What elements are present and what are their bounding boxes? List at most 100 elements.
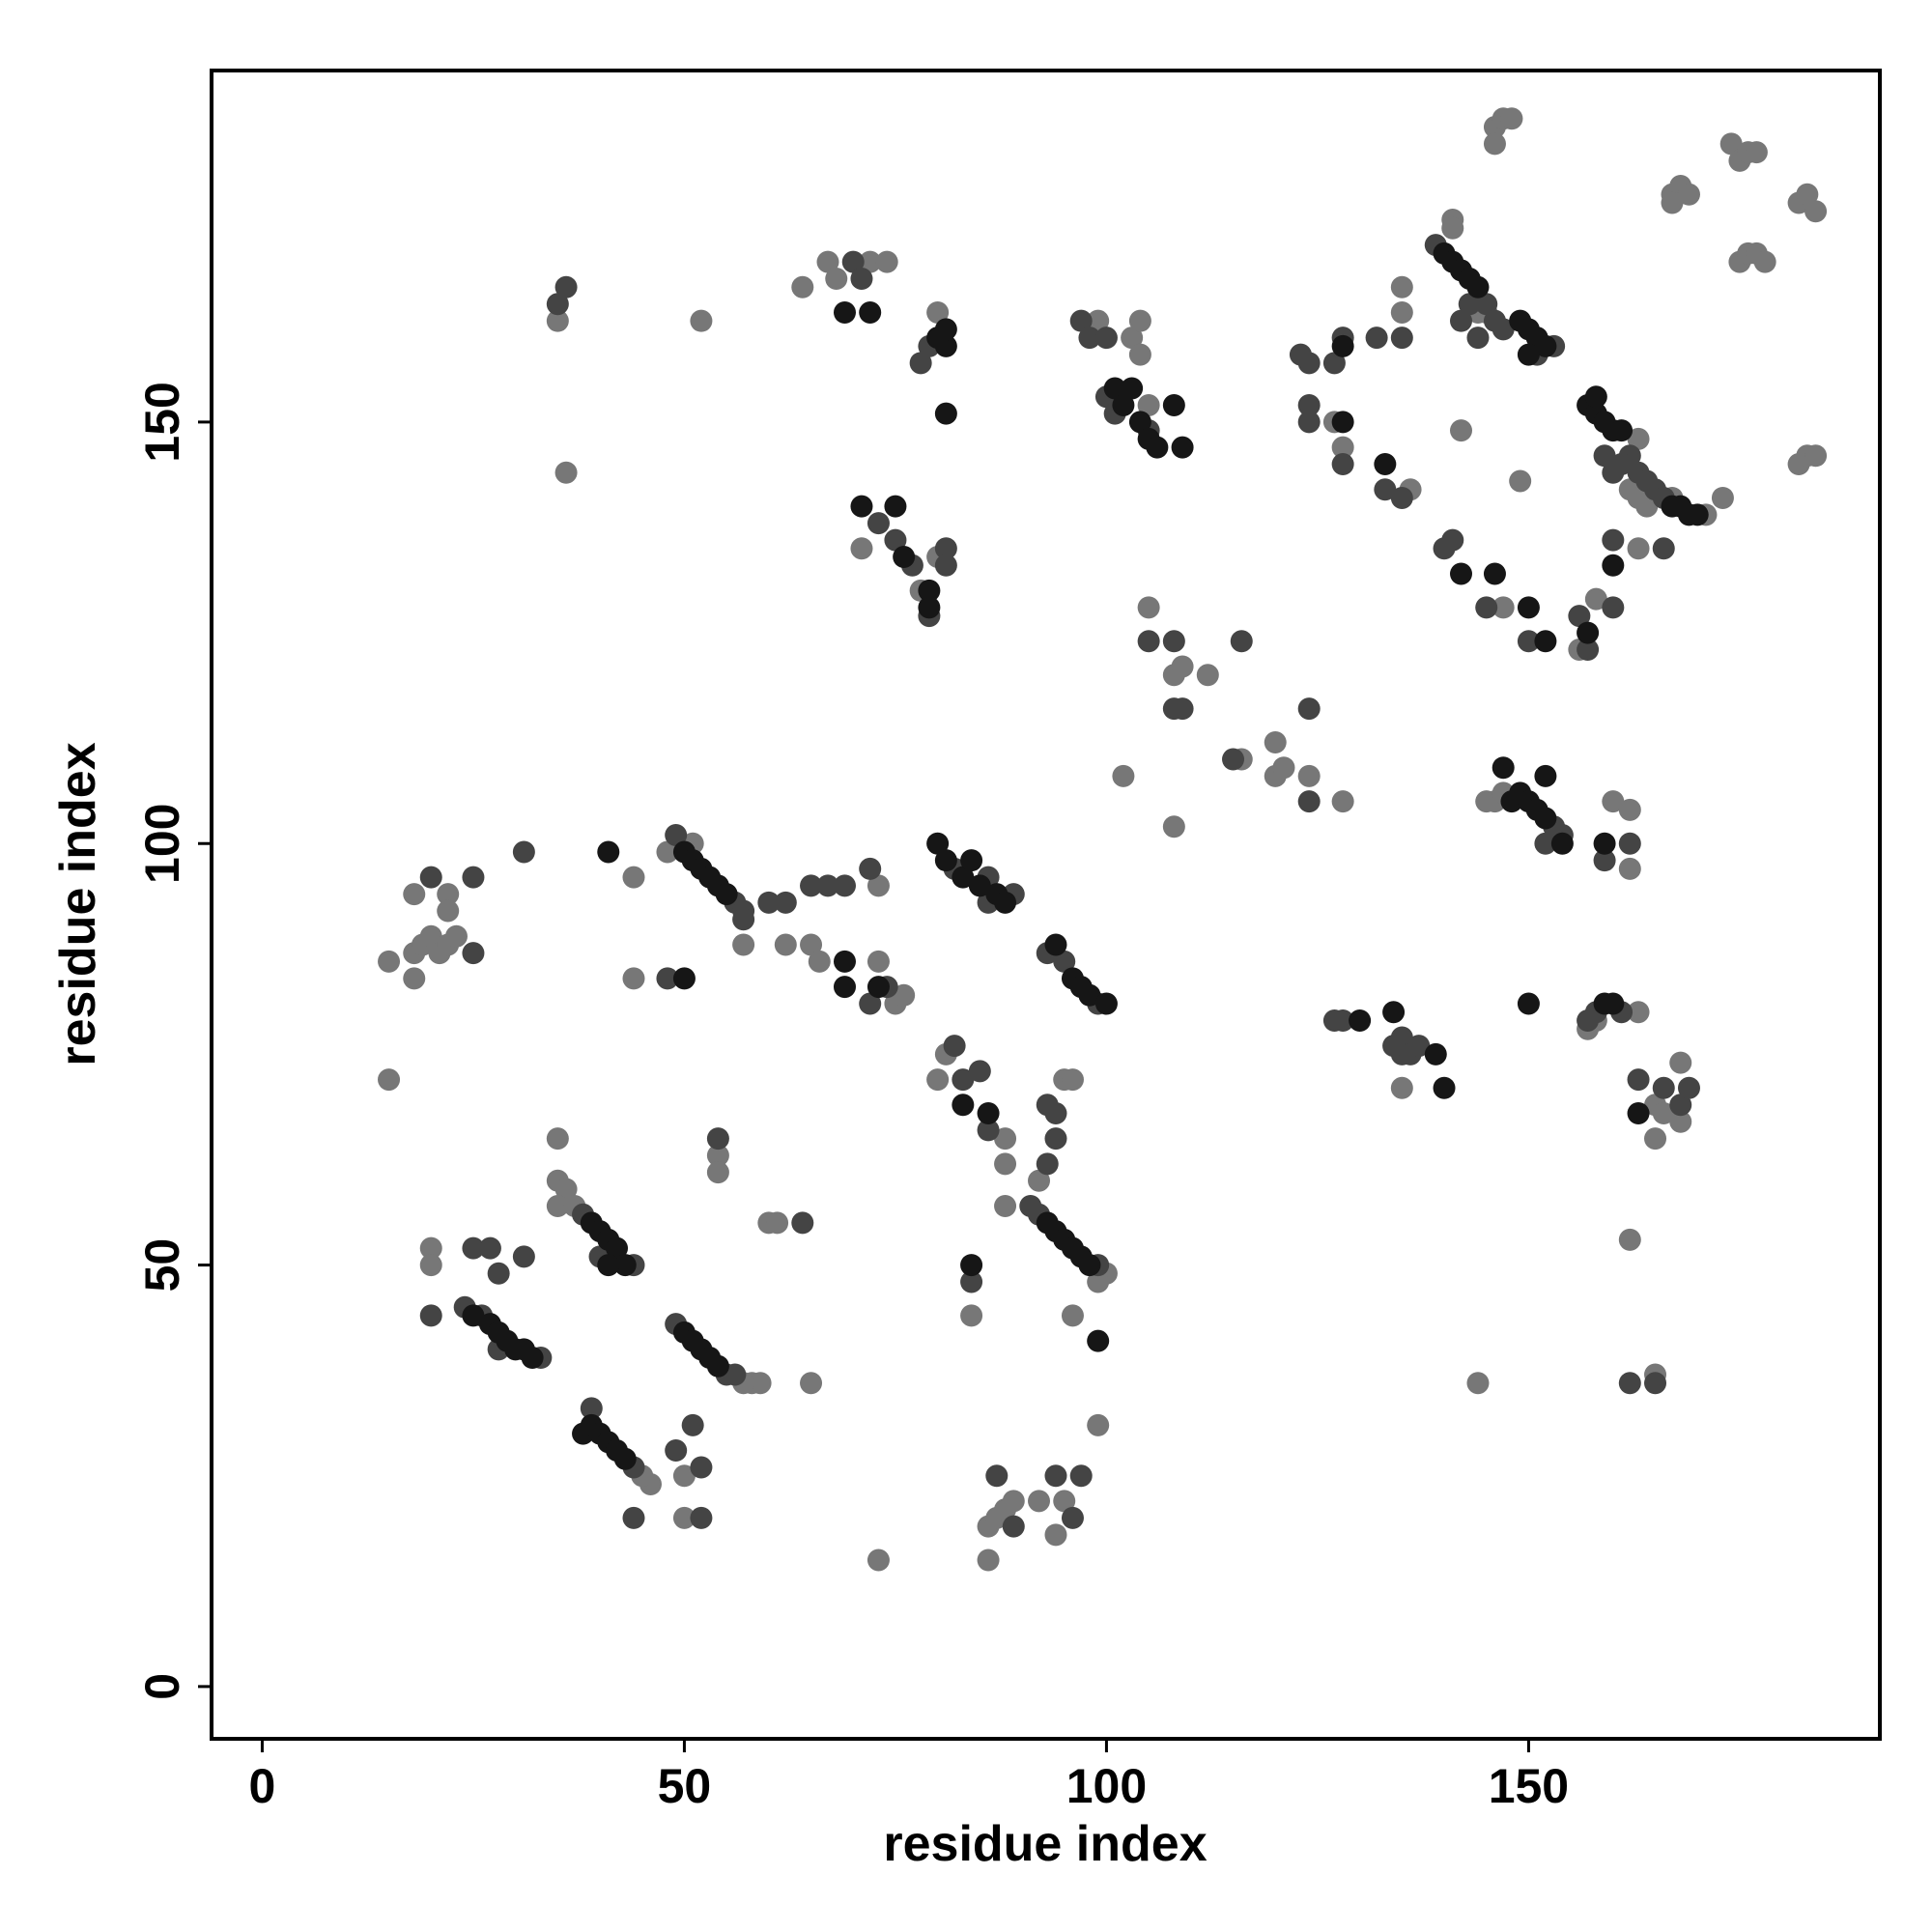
contact-point bbox=[884, 528, 907, 552]
contact-point bbox=[968, 874, 991, 897]
contact-point bbox=[850, 495, 873, 518]
contact-point bbox=[766, 1211, 789, 1235]
contact-point bbox=[419, 1254, 442, 1277]
contact-point bbox=[1602, 554, 1625, 577]
contact-point bbox=[918, 579, 941, 602]
contact-point bbox=[1061, 1304, 1084, 1327]
contact-point bbox=[1382, 1035, 1406, 1058]
contact-point bbox=[1087, 1413, 1110, 1436]
contact-point bbox=[1517, 596, 1540, 619]
contact-point bbox=[1331, 790, 1354, 813]
contact-point bbox=[1128, 411, 1151, 434]
contact-point bbox=[1593, 849, 1616, 872]
contact-point bbox=[1264, 731, 1287, 754]
contact-point bbox=[859, 250, 882, 273]
contact-point bbox=[622, 967, 645, 990]
contact-point bbox=[884, 495, 907, 518]
contact-point bbox=[1078, 983, 1101, 1007]
contact-point bbox=[1374, 478, 1397, 501]
contact-point bbox=[1272, 756, 1295, 780]
contact-point bbox=[867, 874, 890, 897]
contact-point bbox=[1331, 436, 1354, 459]
contact-point bbox=[850, 268, 873, 291]
contact-point bbox=[1534, 334, 1557, 357]
contact-point bbox=[1390, 1076, 1413, 1099]
contact-point bbox=[1162, 630, 1185, 653]
contact-point bbox=[462, 1236, 485, 1260]
contact-point bbox=[867, 1548, 890, 1572]
contact-point bbox=[1061, 1068, 1084, 1092]
contact-point bbox=[960, 1270, 983, 1293]
contact-point bbox=[478, 1236, 501, 1260]
contact-point bbox=[808, 950, 831, 973]
contact-point bbox=[1424, 1042, 1447, 1065]
contact-point bbox=[994, 1152, 1017, 1176]
contact-point bbox=[774, 933, 797, 956]
contact-point bbox=[554, 275, 578, 298]
contact-point bbox=[1112, 764, 1135, 787]
contact-point bbox=[859, 992, 882, 1015]
contact-point bbox=[800, 933, 823, 956]
contact-point bbox=[791, 275, 814, 298]
contact-point bbox=[1433, 1076, 1456, 1099]
contact-point bbox=[487, 1262, 510, 1285]
contact-point bbox=[833, 976, 856, 999]
y-tick-label: 50 bbox=[135, 1238, 189, 1293]
contact-point bbox=[706, 1161, 729, 1184]
contact-point bbox=[1112, 393, 1135, 416]
contact-point bbox=[867, 950, 890, 973]
contact-point bbox=[1475, 596, 1498, 619]
contact-point bbox=[665, 824, 688, 847]
contact-point bbox=[1365, 327, 1388, 350]
contact-point bbox=[1661, 191, 1684, 214]
contact-point bbox=[1069, 309, 1093, 332]
contact-point bbox=[715, 883, 738, 906]
contact-point bbox=[926, 1068, 950, 1092]
contact-point bbox=[1745, 141, 1768, 164]
contact-point bbox=[1171, 697, 1194, 721]
contact-point bbox=[1450, 309, 1473, 332]
contact-point bbox=[1196, 664, 1219, 687]
contact-point bbox=[1087, 1270, 1110, 1293]
contact-point bbox=[1627, 1001, 1650, 1024]
contact-point bbox=[606, 1236, 629, 1260]
contact-point bbox=[1162, 393, 1185, 416]
contact-point bbox=[706, 1127, 729, 1151]
contact-point bbox=[681, 1413, 704, 1436]
contact-point bbox=[1618, 1228, 1641, 1251]
contact-point bbox=[672, 1506, 696, 1529]
contact-point bbox=[1044, 1464, 1067, 1488]
plot-frame bbox=[210, 69, 1882, 1741]
contact-point bbox=[1137, 393, 1160, 416]
contact-point bbox=[378, 1068, 401, 1092]
contact-point bbox=[1466, 327, 1490, 350]
contact-point bbox=[1162, 815, 1185, 838]
contact-point bbox=[1618, 798, 1641, 821]
contact-point bbox=[1593, 444, 1616, 468]
contact-point bbox=[968, 1060, 991, 1083]
contact-point bbox=[994, 1127, 1017, 1151]
contact-point bbox=[1146, 436, 1169, 459]
contact-point bbox=[1602, 528, 1625, 552]
contact-point bbox=[1297, 393, 1321, 416]
contact-point bbox=[875, 250, 898, 273]
contact-point bbox=[1517, 630, 1540, 653]
contact-point bbox=[1053, 1490, 1076, 1513]
contact-point bbox=[825, 268, 848, 291]
contact-point bbox=[690, 1506, 713, 1529]
contact-point bbox=[1002, 1490, 1025, 1513]
contact-point bbox=[1669, 1051, 1692, 1074]
contact-point bbox=[1053, 950, 1076, 973]
contact-point bbox=[378, 950, 401, 973]
contact-point bbox=[546, 1194, 569, 1217]
contact-point bbox=[1450, 419, 1473, 442]
contact-point bbox=[1492, 756, 1515, 780]
contact-point bbox=[1677, 183, 1700, 206]
contact-point bbox=[1627, 486, 1650, 509]
contact-point bbox=[1627, 427, 1650, 450]
contact-point bbox=[580, 1397, 603, 1420]
contact-point bbox=[1137, 630, 1160, 653]
contact-point bbox=[833, 874, 856, 897]
contact-point bbox=[1390, 275, 1413, 298]
contact-point bbox=[732, 908, 755, 931]
